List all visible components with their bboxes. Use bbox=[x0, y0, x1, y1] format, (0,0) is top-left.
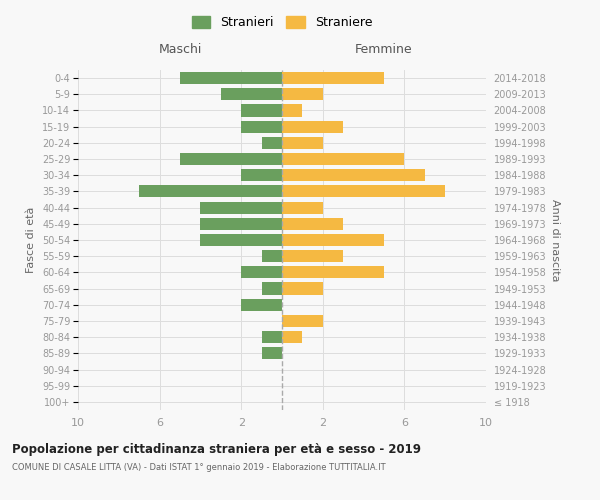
Bar bbox=[282, 331, 302, 343]
Bar bbox=[282, 202, 323, 213]
Text: Popolazione per cittadinanza straniera per età e sesso - 2019: Popolazione per cittadinanza straniera p… bbox=[12, 442, 421, 456]
Bar bbox=[282, 218, 343, 230]
Bar bbox=[262, 348, 282, 360]
Bar bbox=[282, 104, 302, 117]
Bar bbox=[282, 72, 384, 84]
Y-axis label: Anni di nascita: Anni di nascita bbox=[550, 198, 560, 281]
Text: COMUNE DI CASALE LITTA (VA) - Dati ISTAT 1° gennaio 2019 - Elaborazione TUTTITAL: COMUNE DI CASALE LITTA (VA) - Dati ISTAT… bbox=[12, 462, 386, 471]
Bar bbox=[282, 250, 343, 262]
Bar bbox=[139, 186, 282, 198]
Bar bbox=[241, 169, 282, 181]
Bar bbox=[282, 315, 323, 327]
Text: Femmine: Femmine bbox=[355, 44, 413, 57]
Bar bbox=[282, 137, 323, 149]
Bar bbox=[241, 298, 282, 311]
Bar bbox=[282, 120, 343, 132]
Bar bbox=[282, 282, 323, 294]
Bar bbox=[241, 104, 282, 117]
Bar bbox=[200, 234, 282, 246]
Bar bbox=[180, 72, 282, 84]
Y-axis label: Fasce di età: Fasce di età bbox=[26, 207, 37, 273]
Bar bbox=[221, 88, 282, 101]
Bar bbox=[282, 234, 384, 246]
Bar bbox=[200, 218, 282, 230]
Bar bbox=[241, 266, 282, 278]
Bar bbox=[262, 137, 282, 149]
Bar bbox=[282, 169, 425, 181]
Bar bbox=[282, 153, 404, 165]
Bar bbox=[282, 266, 384, 278]
Bar bbox=[262, 331, 282, 343]
Bar bbox=[282, 88, 323, 101]
Text: Maschi: Maschi bbox=[158, 44, 202, 57]
Bar bbox=[282, 186, 445, 198]
Bar bbox=[180, 153, 282, 165]
Bar bbox=[200, 202, 282, 213]
Legend: Stranieri, Straniere: Stranieri, Straniere bbox=[187, 11, 377, 34]
Bar bbox=[262, 282, 282, 294]
Bar bbox=[262, 250, 282, 262]
Bar bbox=[241, 120, 282, 132]
